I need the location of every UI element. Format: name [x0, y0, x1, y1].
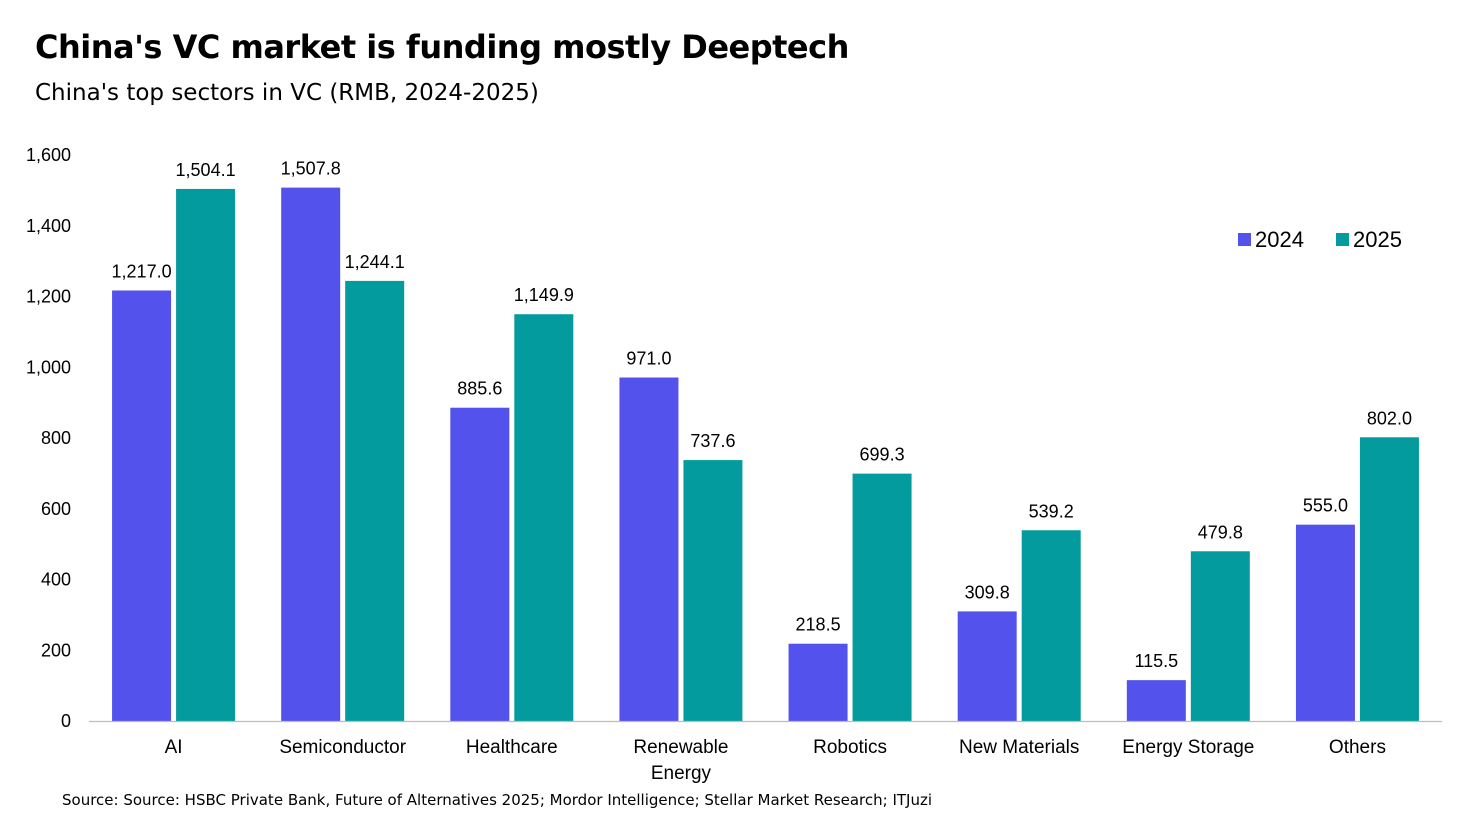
- x-category-label: Healthcare: [466, 737, 558, 758]
- data-label-2025: 737.6: [690, 431, 735, 451]
- source-note: Source: Source: HSBC Private Bank, Futur…: [62, 791, 933, 809]
- x-category-label: Renewable Energy: [633, 737, 728, 784]
- legend-label-2025: 2025: [1353, 227, 1402, 252]
- bar-2025: [514, 314, 574, 721]
- x-category-label: AI: [165, 737, 183, 758]
- y-tick-label: 1,200: [26, 287, 71, 307]
- legend-label-2024: 2024: [1255, 227, 1304, 252]
- data-label-2025: 1,504.1: [176, 160, 236, 180]
- data-label-2024: 971.0: [626, 349, 671, 369]
- y-tick-label: 600: [41, 499, 71, 519]
- chart-title: China's VC market is funding mostly Deep…: [35, 28, 849, 66]
- data-label-2024: 885.6: [457, 379, 502, 399]
- data-label-2025: 1,244.1: [345, 252, 405, 272]
- data-label-2025: 802.0: [1367, 408, 1412, 428]
- bar-2024: [619, 377, 679, 721]
- bar-2024: [1126, 680, 1186, 721]
- bar-2025: [1359, 437, 1419, 721]
- bar-2024: [1295, 524, 1355, 721]
- data-label-2025: 1,149.9: [514, 285, 574, 305]
- bar-2024: [112, 290, 172, 721]
- legend-swatch-2024: [1238, 233, 1251, 246]
- data-label-2025: 699.3: [860, 445, 905, 465]
- bar-2025: [683, 460, 743, 721]
- data-label-2025: 479.8: [1198, 522, 1243, 542]
- bar-2025: [852, 473, 912, 721]
- x-category-label: Others: [1329, 737, 1386, 758]
- y-tick-label: 200: [41, 640, 71, 660]
- y-tick-label: 800: [41, 428, 71, 448]
- data-label-2024: 555.0: [1303, 496, 1348, 516]
- y-tick-label: 1,400: [26, 216, 71, 236]
- chart-subtitle: China's top sectors in VC (RMB, 2024-202…: [35, 80, 539, 106]
- bar-2024: [281, 187, 341, 722]
- legend-swatch-2025: [1336, 233, 1349, 246]
- bar-2024: [450, 407, 510, 721]
- bar-2025: [1021, 530, 1081, 721]
- data-label-2024: 115.5: [1134, 651, 1178, 671]
- data-label-2025: 539.2: [1029, 501, 1074, 521]
- y-tick-label: 400: [41, 570, 71, 590]
- bar-2025: [345, 280, 405, 721]
- x-category-label: Semiconductor: [279, 737, 406, 758]
- bar-2024: [788, 643, 848, 721]
- bar-2024: [957, 611, 1017, 721]
- y-tick-label: 0: [61, 711, 71, 731]
- data-label-2024: 1,217.0: [112, 261, 172, 281]
- data-label-2024: 218.5: [796, 615, 841, 635]
- data-label-2024: 309.8: [965, 582, 1010, 602]
- y-tick-label: 1,000: [26, 357, 71, 377]
- bar-2025: [176, 188, 236, 721]
- x-category-label: Robotics: [813, 737, 887, 758]
- data-label-2024: 1,507.8: [281, 159, 341, 179]
- y-tick-label: 1,600: [26, 145, 71, 165]
- x-category-label: New Materials: [959, 737, 1079, 758]
- x-category-label: Energy Storage: [1122, 737, 1254, 758]
- bar-2025: [1190, 551, 1250, 721]
